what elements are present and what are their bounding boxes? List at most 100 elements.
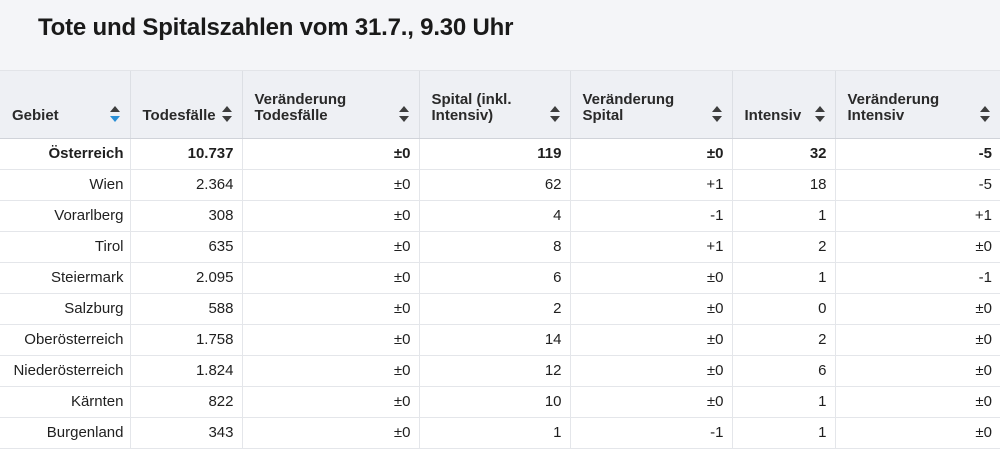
table-row: Steiermark 2.095 ±0 6 ±0 1 -1 [0,262,1000,294]
cell-hospital-change: +1 [570,231,733,263]
cell-deaths: 308 [130,200,243,232]
cell-region: Salzburg [0,293,131,325]
cell-deaths-change: ±0 [242,324,420,356]
cell-hospital-change: -1 [570,200,733,232]
column-header-spital[interactable]: Spital (inkl. Intensiv) [419,71,571,139]
cell-hospital: 62 [419,169,571,201]
header-row: Gebiet Todesfälle Veränderung Todesfälle… [0,71,1000,139]
column-header-veraenderung-intensiv[interactable]: Veränderung Intensiv [835,71,1000,139]
page-title: Tote und Spitalszahlen vom 31.7., 9.30 U… [38,14,514,41]
cell-region: Österreich [0,138,131,170]
cell-hospital: 14 [419,324,571,356]
column-header-label: Veränderung Todesfälle [254,90,347,124]
cell-hospital: 12 [419,355,571,387]
cell-icu: 0 [732,293,836,325]
cell-hospital-change: ±0 [570,355,733,387]
cell-icu: 2 [732,324,836,356]
cell-hospital: 8 [419,231,571,263]
sort-icon[interactable] [109,105,120,122]
column-header-todesfaelle[interactable]: Todesfälle [130,71,243,139]
sort-icon[interactable] [980,105,990,122]
cell-deaths-change: ±0 [242,417,420,449]
cell-region: Oberösterreich [0,324,131,356]
sort-icon[interactable] [549,105,560,122]
table-row: Tirol 635 ±0 8 +1 2 ±0 [0,231,1000,263]
data-table: Gebiet Todesfälle Veränderung Todesfälle… [0,71,1000,449]
sort-icon[interactable] [814,105,825,122]
cell-deaths: 588 [130,293,243,325]
table-row: Wien 2.364 ±0 62 +1 18 -5 [0,169,1000,201]
cell-hospital: 6 [419,262,571,294]
cell-icu: 32 [732,138,836,170]
column-header-gebiet[interactable]: Gebiet [0,71,131,139]
column-header-veraenderung-todesfaelle[interactable]: Veränderung Todesfälle [242,71,420,139]
cell-region: Burgenland [0,417,131,449]
cell-region: Steiermark [0,262,131,294]
cell-deaths-change: ±0 [242,231,420,263]
column-header-label: Veränderung Spital [582,90,675,124]
cell-hospital: 2 [419,293,571,325]
cell-icu: 1 [732,262,836,294]
cell-deaths-change: ±0 [242,169,420,201]
cell-icu-change: ±0 [835,417,1000,449]
sort-icon[interactable] [711,105,722,122]
column-header-label: Intensiv [744,106,802,124]
cell-icu-change: -1 [835,262,1000,294]
cell-deaths: 1.758 [130,324,243,356]
cell-region: Vorarlberg [0,200,131,232]
cell-icu-change: -5 [835,169,1000,201]
cell-hospital-change: +1 [570,169,733,201]
cell-deaths: 343 [130,417,243,449]
cell-icu: 1 [732,417,836,449]
cell-icu-change: ±0 [835,293,1000,325]
cell-hospital-change: -1 [570,417,733,449]
table-header: Gebiet Todesfälle Veränderung Todesfälle… [0,71,1000,139]
cell-deaths-change: ±0 [242,138,420,170]
cell-deaths: 2.364 [130,169,243,201]
table-row: Salzburg 588 ±0 2 ±0 0 ±0 [0,293,1000,325]
cell-deaths: 10.737 [130,138,243,170]
cell-hospital: 119 [419,138,571,170]
cell-hospital-change: ±0 [570,293,733,325]
cell-deaths-change: ±0 [242,355,420,387]
column-header-intensiv[interactable]: Intensiv [732,71,836,139]
sort-icon[interactable] [398,105,409,122]
cell-icu-change: +1 [835,200,1000,232]
cell-hospital-change: ±0 [570,324,733,356]
cell-deaths-change: ±0 [242,200,420,232]
cell-icu-change: ±0 [835,355,1000,387]
page-header: Tote und Spitalszahlen vom 31.7., 9.30 U… [0,0,1000,71]
cell-hospital: 10 [419,386,571,418]
cell-hospital: 4 [419,200,571,232]
column-header-veraenderung-spital[interactable]: Veränderung Spital [570,71,733,139]
column-header-label: Veränderung Intensiv [847,90,940,124]
table-row: Kärnten 822 ±0 10 ±0 1 ±0 [0,386,1000,418]
cell-icu: 2 [732,231,836,263]
table-row: Oberösterreich 1.758 ±0 14 ±0 2 ±0 [0,324,1000,356]
cell-region: Niederösterreich [0,355,131,387]
cell-deaths-change: ±0 [242,386,420,418]
cell-icu-change: -5 [835,138,1000,170]
cell-deaths: 2.095 [130,262,243,294]
cell-icu: 6 [732,355,836,387]
table-row: Burgenland 343 ±0 1 -1 1 ±0 [0,417,1000,449]
cell-region: Tirol [0,231,131,263]
cell-deaths: 1.824 [130,355,243,387]
cell-icu: 1 [732,200,836,232]
table-row: Niederösterreich 1.824 ±0 12 ±0 6 ±0 [0,355,1000,387]
cell-icu: 18 [732,169,836,201]
cell-region: Kärnten [0,386,131,418]
sort-icon[interactable] [221,105,232,122]
column-header-label: Gebiet [12,106,59,124]
table-row: Österreich 10.737 ±0 119 ±0 32 -5 [0,138,1000,170]
cell-hospital-change: ±0 [570,262,733,294]
cell-hospital-change: ±0 [570,386,733,418]
cell-hospital-change: ±0 [570,138,733,170]
cell-deaths-change: ±0 [242,293,420,325]
table-row: Vorarlberg 308 ±0 4 -1 1 +1 [0,200,1000,232]
cell-deaths-change: ±0 [242,262,420,294]
cell-icu-change: ±0 [835,231,1000,263]
cell-region: Wien [0,169,131,201]
cell-deaths: 635 [130,231,243,263]
table-body: Österreich 10.737 ±0 119 ±0 32 -5 Wien 2.364 ±0 62… [0,138,1000,449]
